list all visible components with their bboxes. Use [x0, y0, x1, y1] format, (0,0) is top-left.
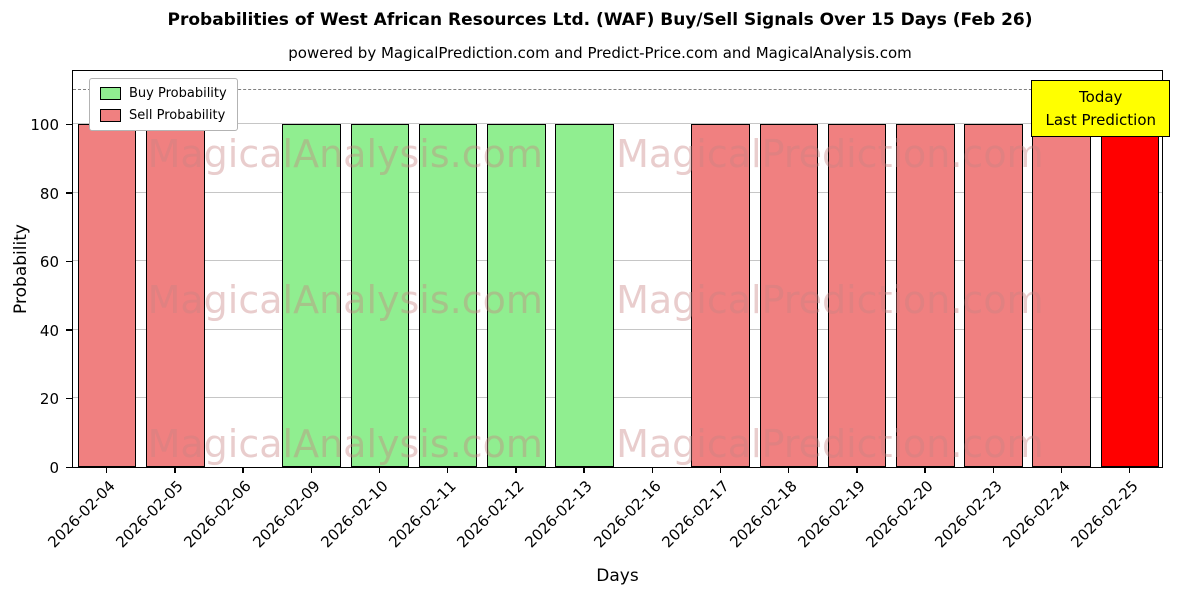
legend-label-buy: Buy Probability: [129, 86, 227, 101]
bar-2026-02-18: [759, 123, 819, 467]
dashed-threshold-line: [73, 88, 1162, 90]
bar-2026-02-11: [418, 123, 478, 467]
buy-swatch-icon: [100, 87, 121, 100]
bar-2026-02-13: [555, 123, 614, 467]
bar-2026-02-09: [282, 123, 341, 467]
x-axis-label: Days: [596, 566, 639, 586]
legend: Buy Probability Sell Probability: [89, 78, 238, 131]
today-annotation: Today Last Prediction: [1031, 80, 1170, 137]
annotation-line-1: Today: [1079, 88, 1123, 106]
y-tick-labels: 0 20 40 60 80 100: [0, 70, 72, 477]
y-tick-40: 40: [39, 321, 59, 340]
y-tick-100: 100: [30, 115, 59, 134]
chart-subtitle: powered by MagicalPrediction.com and Pre…: [288, 44, 912, 62]
bar-2026-02-20: [896, 123, 955, 467]
chart-title: Probabilities of West African Resources …: [167, 10, 1033, 30]
y-tick-80: 80: [39, 184, 59, 203]
bar-2026-02-17: [691, 123, 751, 467]
bars-layer: [73, 71, 1162, 467]
y-tick-0: 0: [49, 459, 59, 477]
bar-2026-02-23: [964, 123, 1023, 467]
plot-area: MagicalAnalysis.com MagicalPrediction.com…: [72, 70, 1163, 468]
y-tick-20: 20: [39, 390, 59, 409]
grid-layer: [73, 71, 1162, 467]
bar-2026-02-12: [486, 123, 546, 467]
sell-swatch-icon: [100, 109, 121, 122]
bar-2026-02-24: [1032, 123, 1092, 467]
bar-2026-02-04: [77, 123, 137, 467]
annotation-line-2: Last Prediction: [1045, 110, 1156, 129]
bar-2026-02-19: [827, 123, 887, 467]
bar-2026-02-05: [145, 123, 205, 467]
legend-item-sell: Sell Probability: [100, 108, 227, 123]
bar-2026-02-25: [1100, 123, 1160, 467]
x-tick-labels: 2026-02-04 2026-02-05 2026-02-06 2026-02-09…: [44, 468, 1163, 600]
legend-label-sell: Sell Probability: [129, 108, 226, 123]
legend-item-buy: Buy Probability: [100, 86, 227, 101]
y-tick-60: 60: [39, 253, 59, 272]
bar-2026-02-10: [350, 123, 410, 467]
